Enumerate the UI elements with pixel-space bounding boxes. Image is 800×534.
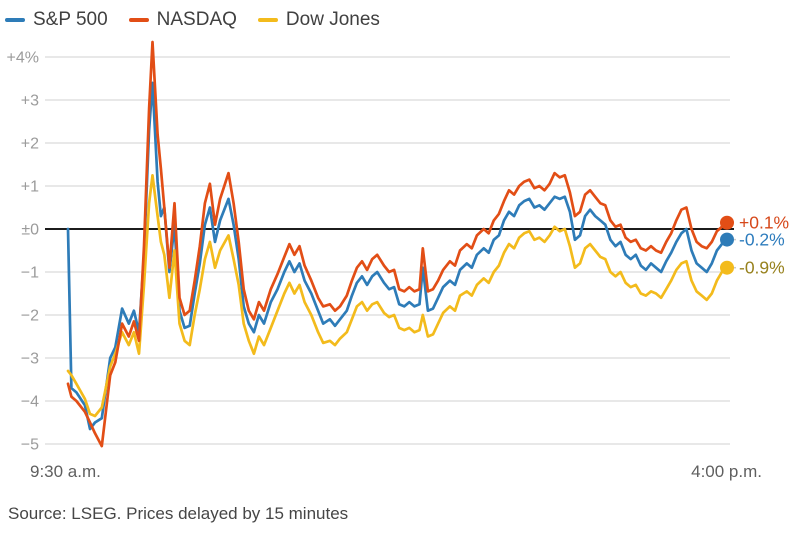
series-line-s-p-500 bbox=[66, 81, 729, 431]
y-axis-tick-label: ±0 bbox=[21, 222, 39, 239]
legend-label: S&P 500 bbox=[33, 9, 108, 30]
y-axis-tick-label: +4% bbox=[7, 50, 39, 67]
legend-item-s-p-500: S&P 500 bbox=[5, 10, 108, 29]
legend-swatch-dow-jones bbox=[257, 17, 278, 22]
y-axis-tick-label: +3 bbox=[21, 93, 39, 110]
last-value-label-nasdaq: +0.1% bbox=[739, 213, 789, 233]
last-value-dot-s-p-500 bbox=[720, 232, 734, 247]
y-axis-tick-label: −5 bbox=[21, 437, 39, 454]
x-axis-label-close: 4:00 p.m. bbox=[691, 462, 762, 481]
legend-item-nasdaq: NASDAQ bbox=[128, 9, 237, 30]
y-axis-tick-label: −3 bbox=[21, 351, 39, 368]
y-axis-tick-label: −4 bbox=[21, 394, 39, 411]
legend-label: NASDAQ bbox=[156, 9, 237, 30]
y-axis-tick-label: +2 bbox=[21, 136, 39, 153]
last-value-label-dow-jones: -0.9% bbox=[739, 258, 785, 278]
legend-swatch-nasdaq bbox=[128, 17, 149, 22]
legend-label: Dow Jones bbox=[285, 9, 380, 30]
last-value-label-s-p-500: -0.2% bbox=[739, 230, 785, 250]
legend-swatch-s-p-500 bbox=[5, 17, 25, 22]
last-value-dot-dow-jones bbox=[720, 260, 734, 275]
y-axis-tick-label: −1 bbox=[21, 265, 39, 282]
x-axis-label-open: 9:30 a.m. bbox=[30, 462, 101, 481]
legend-item-dow-jones: Dow Jones bbox=[257, 9, 380, 30]
chart-legend: S&P 500 NASDAQ Dow Jones bbox=[5, 10, 380, 29]
y-axis-tick-label: −2 bbox=[21, 308, 39, 325]
series-line-dow-jones bbox=[66, 173, 729, 418]
series-line-nasdaq bbox=[66, 40, 729, 448]
y-axis-tick-label: +1 bbox=[21, 179, 39, 196]
source-note: Source: LSEG. Prices delayed by 15 minut… bbox=[8, 504, 349, 523]
last-value-dot-nasdaq bbox=[720, 215, 734, 230]
